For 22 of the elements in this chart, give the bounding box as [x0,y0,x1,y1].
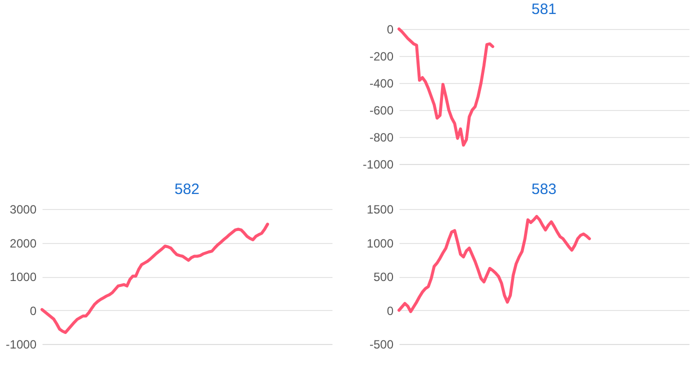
y-tick-label: 1000 [10,270,37,284]
y-tick-label: 2000 [10,236,37,250]
y-tick-label: -800 [369,130,394,144]
y-tick-label: 0 [386,22,394,36]
y-tick-label: -400 [369,76,394,90]
y-tick-label: 1500 [366,202,394,216]
y-tick-label: -1000 [6,338,37,352]
y-tick-label: 1000 [366,236,394,250]
y-tick-label: -500 [369,338,394,352]
y-tick-label: -600 [369,104,394,118]
y-tick-label: 3000 [10,202,37,216]
y-tick-label: 0 [386,304,394,318]
chart-title: 582 [174,181,200,198]
y-tick-label: -200 [369,50,394,64]
y-tick-label: 500 [373,270,394,284]
line-series [40,222,270,334]
chart-title: 581 [531,1,557,18]
y-tick-label: 0 [30,304,37,318]
y-tick-label: -1000 [362,158,394,172]
line-series [398,214,591,314]
chart-title: 583 [531,181,557,198]
line-series [398,28,494,147]
